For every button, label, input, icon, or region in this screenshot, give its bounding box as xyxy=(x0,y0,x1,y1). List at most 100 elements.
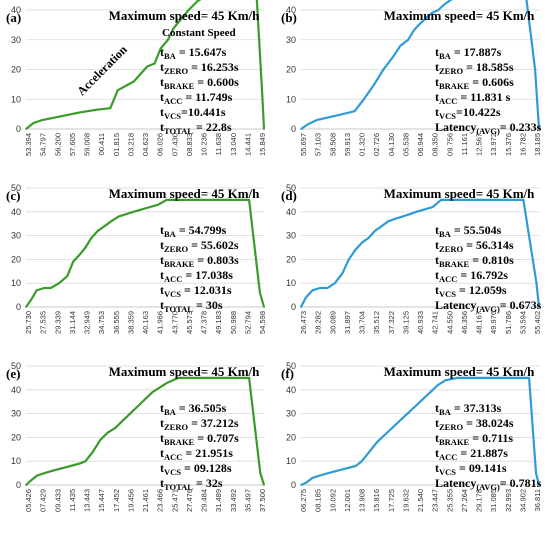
x-tick-label: 30.089 xyxy=(328,311,337,334)
x-tick-label: 41.966 xyxy=(156,311,165,334)
x-tick-label: 01.320 xyxy=(358,133,367,156)
data-point xyxy=(261,98,264,101)
data-point xyxy=(440,199,442,201)
x-tick-label: 01.815 xyxy=(112,133,121,156)
x-tick-label: 27.476 xyxy=(185,489,194,512)
y-tick-label: 30 xyxy=(11,231,21,241)
data-point xyxy=(336,469,339,472)
data-point xyxy=(43,287,46,289)
x-tick-label: 15.849 xyxy=(258,133,267,156)
x-tick-label: 33.492 xyxy=(229,489,238,512)
data-point xyxy=(414,405,416,408)
data-point xyxy=(97,229,99,232)
data-point xyxy=(157,203,160,206)
annotation-line: tBRAKE = 0.810s xyxy=(435,253,514,269)
x-tick-label: 40.933 xyxy=(416,311,425,334)
data-point xyxy=(391,427,394,429)
y-tick-label: 30 xyxy=(286,35,296,45)
x-tick-label: 17.725 xyxy=(387,489,396,512)
annotation-line: tZERO = 18.585s xyxy=(435,60,514,76)
data-point xyxy=(535,282,538,285)
annotation-line: tTOTAL = 32s xyxy=(160,476,223,492)
x-tick-label: 08.185 xyxy=(314,489,323,512)
data-point xyxy=(415,210,418,213)
data-point xyxy=(35,289,38,292)
data-point xyxy=(159,47,162,50)
x-tick-label: 36.555 xyxy=(112,311,121,334)
x-tick-label: 11.435 xyxy=(68,489,77,511)
x-tick-label: 25.730 xyxy=(24,311,33,334)
x-tick-label: 27.535 xyxy=(39,311,48,334)
x-tick-label: 19.456 xyxy=(126,489,135,512)
annotation-line: tACC = 17.038s xyxy=(160,268,233,284)
panel-label: (b) xyxy=(281,10,297,25)
data-point xyxy=(153,62,156,65)
data-point xyxy=(305,481,308,484)
data-point xyxy=(103,225,106,227)
data-point xyxy=(206,199,209,201)
annotation-line: tVCS = 09.141s xyxy=(435,461,507,477)
x-tick-label: 10.092 xyxy=(328,489,337,512)
x-tick-label: 57.605 xyxy=(68,133,77,156)
data-point xyxy=(78,111,81,114)
data-point xyxy=(535,472,537,474)
data-point xyxy=(196,0,199,2)
data-point xyxy=(60,467,63,470)
annotation-line: tVCS=10.422s xyxy=(435,105,501,121)
data-point xyxy=(424,18,427,20)
data-point xyxy=(481,199,484,201)
data-point xyxy=(311,289,314,292)
annotation-line: tVCS = 12.059s xyxy=(435,283,507,299)
x-tick-label: 46.356 xyxy=(460,311,469,334)
annotation-line: tTOTAL = 22.8s xyxy=(160,120,232,136)
x-tick-label: 15.376 xyxy=(504,133,513,156)
x-tick-label: 08.350 xyxy=(431,133,440,156)
x-tick-label: 15.816 xyxy=(372,489,381,512)
annotation-line: tBA = 36.505s xyxy=(160,401,227,417)
data-point xyxy=(383,434,386,436)
panel-d: 0 10 20 30 40 50 26.473 28.282 30.089 31.897 33.70… xyxy=(275,178,550,356)
x-tick-label: 14.441 xyxy=(243,133,252,156)
x-tick-label: 49.183 xyxy=(214,311,223,334)
data-point xyxy=(110,220,112,223)
annotation-line: tVCS = 09.128s xyxy=(160,461,232,477)
data-point xyxy=(412,29,415,32)
y-tick-label: 50 xyxy=(286,183,296,193)
panel-a: 0 10 20 30 40 53.394 54.797 56.200 57.605 59.008 0… xyxy=(0,0,275,178)
y-tick-label: 30 xyxy=(286,231,296,241)
x-tick-label: 35.497 xyxy=(243,489,252,512)
data-point xyxy=(36,474,39,477)
x-tick-label: 23.447 xyxy=(431,489,440,512)
x-tick-label: 02.726 xyxy=(372,133,381,156)
data-point xyxy=(421,398,424,401)
data-point xyxy=(263,128,265,130)
annotation-line: tBA = 15.647s xyxy=(160,45,227,61)
annotation-line: tBA = 55.504s xyxy=(435,223,502,239)
data-point xyxy=(398,419,401,422)
x-tick-label: 29.339 xyxy=(53,311,62,334)
annotation-line: tBRAKE = 0.707s xyxy=(160,431,239,447)
data-point xyxy=(41,119,44,121)
data-point xyxy=(401,215,404,218)
x-tick-label: 32.993 xyxy=(504,489,513,512)
data-point xyxy=(132,210,135,213)
x-tick-label: 45.573 xyxy=(185,311,194,334)
annotation-line: tZERO = 37.212s xyxy=(160,416,239,432)
data-point xyxy=(341,113,344,115)
data-point xyxy=(456,377,458,379)
data-point xyxy=(32,122,35,124)
data-point xyxy=(417,24,420,26)
data-point xyxy=(333,282,336,285)
panel-label: (a) xyxy=(6,10,21,25)
x-tick-label: 59.008 xyxy=(83,133,92,156)
data-point xyxy=(300,306,302,308)
data-point xyxy=(443,3,446,5)
annotation-line: tBRAKE = 0.803s xyxy=(160,253,239,269)
annotation-line: tBA = 37.313s xyxy=(435,401,502,417)
data-point xyxy=(431,206,434,208)
data-point xyxy=(133,80,135,83)
data-point xyxy=(125,213,127,216)
panel-label: (f) xyxy=(281,366,294,381)
data-point xyxy=(528,377,530,379)
